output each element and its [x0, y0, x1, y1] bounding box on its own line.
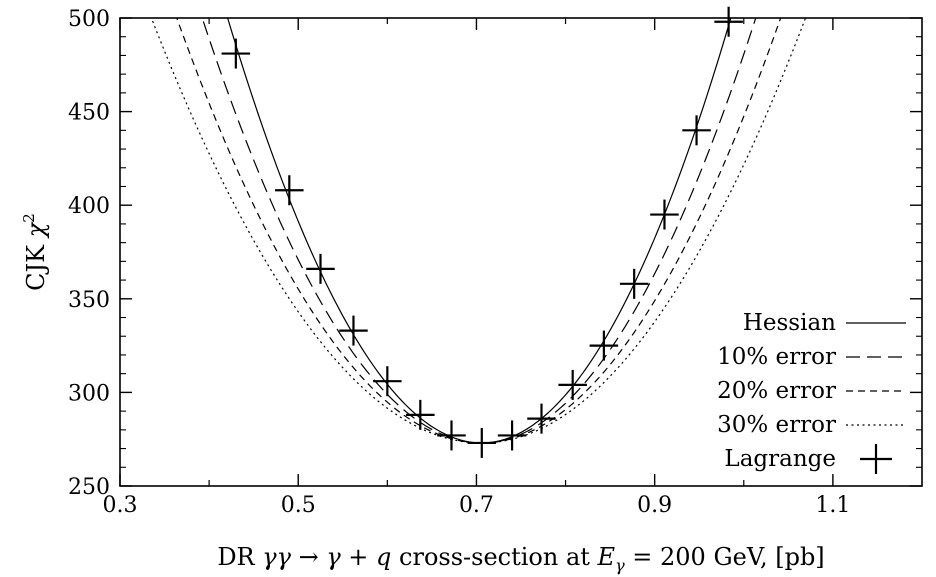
- curve-10-error: [201, 18, 757, 444]
- x-tick-label: 0.5: [281, 493, 316, 518]
- y-axis-label: CJK χ2: [20, 213, 50, 291]
- x-tick-label: 0.9: [637, 493, 672, 518]
- plot-frame: [119, 17, 923, 487]
- lagrange-point: [373, 366, 402, 397]
- y-tick-label: 350: [68, 288, 110, 313]
- x-label-suffix: = 200 GeV, [pb]: [625, 543, 825, 571]
- x-label-e-subscript: γ: [615, 556, 625, 575]
- lagrange-point: [221, 38, 251, 69]
- lagrange-point: [558, 369, 587, 400]
- lagrange-point: [306, 253, 335, 284]
- lagrange-point: [467, 427, 497, 458]
- curve-30-error: [150, 18, 807, 444]
- lagrange-point: [619, 268, 649, 299]
- legend-item: 10% error: [717, 344, 906, 370]
- x-tick-label: 0.3: [103, 493, 138, 518]
- legend-label: 20% error: [717, 378, 836, 404]
- x-label-math: γγ → γ + q: [262, 543, 391, 571]
- legend-item: 30% error: [717, 412, 906, 438]
- lagrange-point: [497, 420, 527, 451]
- y-tick-label: 300: [68, 381, 110, 406]
- y-tick-label: 450: [68, 101, 110, 126]
- x-tick-label: 0.7: [459, 493, 494, 518]
- lagrange-point: [437, 420, 466, 451]
- lagrange-points-group: [221, 6, 743, 458]
- legend: Hessian 10% error 20% error 30% error Lagran…: [717, 310, 906, 474]
- y-tick-label: 250: [68, 475, 110, 500]
- lagrange-point: [589, 330, 619, 361]
- lagrange-point: [714, 6, 743, 37]
- y-label-prefix: CJK: [22, 237, 50, 291]
- legend-item: Hessian: [743, 310, 906, 336]
- x-tick-label: 1.1: [815, 493, 850, 518]
- y-label-chi: χ: [22, 221, 50, 239]
- lagrange-point: [682, 115, 711, 146]
- curve-hessian: [227, 18, 732, 444]
- legend-label: Lagrange: [724, 446, 836, 472]
- lagrange-point: [527, 403, 556, 434]
- legend-item: Lagrange: [724, 444, 892, 474]
- legend-label: 30% error: [717, 412, 836, 438]
- lagrange-point: [406, 399, 435, 430]
- y-tick-label: 500: [68, 7, 110, 32]
- tick-labels-group: 0.3 0.5 0.7 0.9 1.1 250 300 350 400 450 500: [68, 7, 850, 518]
- lagrange-point: [275, 175, 304, 206]
- lagrange-point: [650, 199, 679, 230]
- x-label-middle: cross-section at: [391, 543, 597, 571]
- x-label-prefix: DR: [217, 543, 262, 571]
- x-label-e-symbol: E: [597, 543, 616, 571]
- lagrange-point: [339, 315, 368, 346]
- legend-label: 10% error: [717, 344, 836, 370]
- y-tick-label: 400: [68, 194, 110, 219]
- y-label-superscript: 2: [20, 213, 38, 223]
- curves-group: [150, 18, 807, 444]
- legend-item: 20% error: [717, 378, 906, 404]
- ticks-group: [119, 17, 922, 487]
- x-axis-label: DR γγ → γ + q cross-section at Eγ = 200 …: [217, 543, 824, 575]
- legend-label: Hessian: [743, 310, 836, 336]
- curve-20-error: [176, 18, 782, 444]
